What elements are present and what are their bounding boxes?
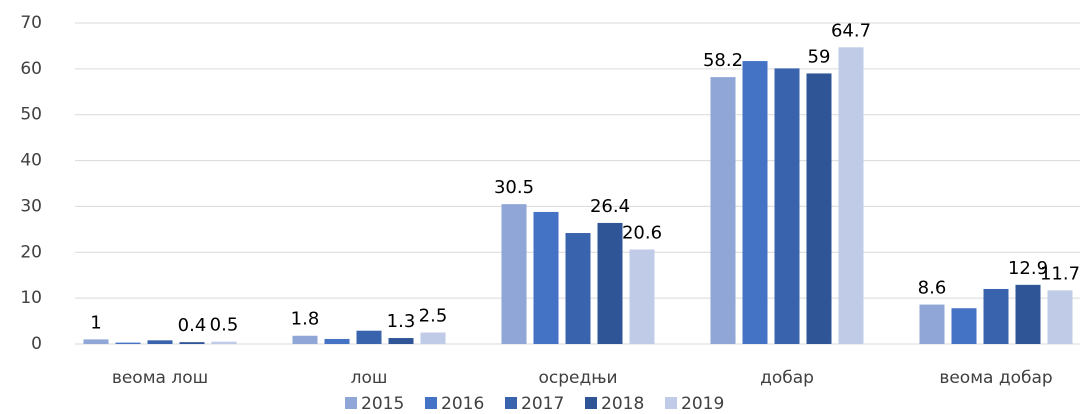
bar bbox=[806, 73, 832, 344]
y-tick-label: 0 bbox=[31, 334, 42, 354]
bar bbox=[179, 342, 205, 344]
bar bbox=[838, 47, 864, 344]
y-tick-label: 20 bbox=[20, 242, 42, 262]
bar bbox=[115, 342, 141, 344]
data-label: 30.5 bbox=[494, 177, 534, 198]
legend-swatch bbox=[425, 397, 437, 409]
y-tick-label: 40 bbox=[20, 151, 42, 171]
data-label: 1.3 bbox=[387, 311, 416, 332]
y-tick-label: 50 bbox=[20, 105, 42, 125]
data-label: 8.6 bbox=[918, 278, 947, 299]
bar bbox=[211, 341, 237, 344]
bar bbox=[292, 335, 318, 344]
x-tick-label: веома добар bbox=[939, 368, 1052, 388]
y-tick-label: 10 bbox=[20, 288, 42, 308]
bar bbox=[565, 233, 591, 344]
data-label: 20.6 bbox=[622, 223, 662, 244]
y-tick-label: 60 bbox=[20, 59, 42, 79]
legend-swatch bbox=[345, 397, 357, 409]
legend-label: 2018 bbox=[601, 394, 644, 414]
bar bbox=[1015, 284, 1041, 344]
bar bbox=[501, 204, 527, 344]
x-tick-label: веома лош bbox=[112, 368, 208, 388]
data-label: 1 bbox=[90, 312, 101, 333]
data-label: 0.4 bbox=[178, 315, 207, 336]
bar bbox=[742, 61, 768, 344]
bar bbox=[83, 339, 109, 344]
data-label: 26.4 bbox=[590, 196, 630, 217]
bar bbox=[324, 338, 350, 344]
bar bbox=[919, 304, 945, 344]
x-tick-label: лош bbox=[351, 368, 388, 388]
data-label: 12.9 bbox=[1008, 258, 1048, 279]
data-label: 59 bbox=[808, 46, 831, 67]
bar bbox=[629, 249, 655, 344]
bar bbox=[597, 222, 623, 344]
bar bbox=[710, 77, 736, 345]
bar bbox=[388, 338, 414, 344]
bar bbox=[420, 332, 446, 344]
data-label: 0.5 bbox=[210, 315, 239, 336]
bar bbox=[983, 288, 1009, 344]
bar bbox=[147, 340, 173, 344]
legend-swatch bbox=[505, 397, 517, 409]
legend-label: 2016 bbox=[441, 394, 484, 414]
legend-swatch bbox=[665, 397, 677, 409]
bar bbox=[774, 68, 800, 345]
y-tick-label: 70 bbox=[20, 13, 42, 33]
legend-label: 2019 bbox=[681, 394, 724, 414]
data-label: 11.7 bbox=[1040, 263, 1080, 284]
data-label: 1.8 bbox=[291, 309, 320, 330]
data-label: 58.2 bbox=[703, 50, 743, 71]
bar bbox=[356, 330, 382, 344]
legend-label: 2015 bbox=[361, 394, 404, 414]
y-tick-label: 30 bbox=[20, 196, 42, 216]
x-tick-label: осредњи bbox=[538, 368, 617, 388]
bar bbox=[1047, 290, 1073, 344]
bar bbox=[951, 308, 977, 344]
legend-swatch bbox=[585, 397, 597, 409]
data-label: 64.7 bbox=[831, 20, 871, 41]
bar bbox=[533, 211, 559, 344]
data-label: 2.5 bbox=[419, 306, 448, 327]
legend-label: 2017 bbox=[521, 394, 564, 414]
x-tick-label: добар bbox=[760, 368, 814, 388]
